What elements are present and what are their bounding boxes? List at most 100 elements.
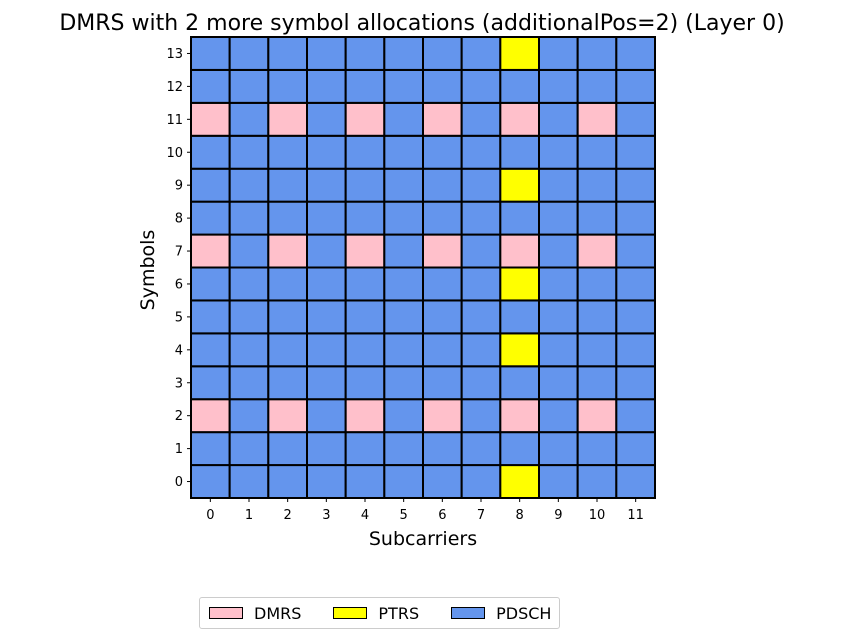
- cell-dmrs-sc4-sym2: [344, 398, 386, 434]
- cell-pdsch-sc3-sym0: [306, 464, 347, 500]
- cell-pdsch-sc2-sym10: [267, 134, 309, 170]
- cell-pdsch-sc6-sym10: [422, 134, 463, 170]
- cell-dmrs-sc10-sym11: [576, 101, 618, 137]
- cell-pdsch-sc4-sym1: [344, 431, 386, 467]
- cell-pdsch-sc7-sym9: [460, 167, 502, 203]
- cell-pdsch-sc9-sym3: [538, 365, 579, 401]
- cell-pdsch-sc7-sym8: [460, 200, 502, 236]
- cell-pdsch-sc6-sym6: [422, 266, 463, 302]
- cell-pdsch-sc1-sym0: [228, 464, 270, 500]
- cell-pdsch-sc0-sym13: [190, 36, 231, 71]
- cell-dmrs-sc2-sym2: [267, 398, 309, 434]
- cell-dmrs-sc8-sym2: [499, 398, 541, 434]
- cell-pdsch-sc3-sym5: [306, 299, 347, 335]
- x-tick-label-0: 0: [206, 508, 214, 523]
- cell-dmrs-sc2-sym11: [267, 101, 309, 137]
- cell-pdsch-sc11-sym10: [615, 134, 656, 170]
- cell-pdsch-sc10-sym1: [576, 431, 618, 467]
- x-tick-label-4: 4: [361, 508, 369, 523]
- cell-pdsch-sc9-sym7: [538, 233, 579, 269]
- y-tick-label-9: 9: [175, 179, 183, 194]
- cell-pdsch-sc1-sym2: [228, 398, 270, 434]
- cell-pdsch-sc0-sym4: [190, 332, 231, 368]
- y-tick-label-7: 7: [175, 245, 183, 260]
- cell-pdsch-sc11-sym2: [615, 398, 656, 434]
- legend-label-dmrs: DMRS: [254, 603, 302, 623]
- cell-pdsch-sc0-sym8: [190, 200, 231, 236]
- legend: DMRS PTRS PDSCH: [199, 597, 561, 629]
- cell-pdsch-sc8-sym12: [499, 68, 541, 104]
- cell-dmrs-sc10-sym7: [576, 233, 618, 269]
- cell-pdsch-sc5-sym7: [383, 233, 425, 269]
- cell-pdsch-sc7-sym1: [460, 431, 502, 467]
- cell-pdsch-sc9-sym0: [538, 464, 579, 500]
- legend-item-pdsch: PDSCH: [451, 604, 551, 623]
- cell-pdsch-sc9-sym1: [538, 431, 579, 467]
- cell-pdsch-sc0-sym12: [190, 68, 231, 104]
- cell-pdsch-sc9-sym11: [538, 101, 579, 137]
- cell-pdsch-sc11-sym9: [615, 167, 656, 203]
- cell-pdsch-sc7-sym11: [460, 101, 502, 137]
- cell-pdsch-sc5-sym6: [383, 266, 425, 302]
- cell-pdsch-sc9-sym10: [538, 134, 579, 170]
- cell-pdsch-sc4-sym3: [344, 365, 386, 401]
- cell-pdsch-sc1-sym1: [228, 431, 270, 467]
- cell-pdsch-sc1-sym7: [228, 233, 270, 269]
- cell-pdsch-sc7-sym5: [460, 299, 502, 335]
- cell-pdsch-sc10-sym4: [576, 332, 618, 368]
- cell-dmrs-sc10-sym2: [576, 398, 618, 434]
- cell-pdsch-sc0-sym9: [190, 167, 231, 203]
- cell-dmrs-sc2-sym7: [267, 233, 309, 269]
- cell-pdsch-sc3-sym4: [306, 332, 347, 368]
- cell-pdsch-sc11-sym6: [615, 266, 656, 302]
- cell-pdsch-sc10-sym12: [576, 68, 618, 104]
- cell-pdsch-sc6-sym5: [422, 299, 463, 335]
- cell-pdsch-sc8-sym3: [499, 365, 541, 401]
- cell-pdsch-sc10-sym6: [576, 266, 618, 302]
- cell-pdsch-sc9-sym6: [538, 266, 579, 302]
- y-tick-label-11: 11: [166, 113, 183, 128]
- x-tick-label-11: 11: [627, 508, 644, 523]
- cell-pdsch-sc6-sym1: [422, 431, 463, 467]
- cell-pdsch-sc6-sym9: [422, 167, 463, 203]
- cell-ptrs-sc8-sym6: [499, 266, 541, 302]
- cell-pdsch-sc3-sym3: [306, 365, 347, 401]
- cell-pdsch-sc6-sym12: [422, 68, 463, 104]
- y-tick-label-2: 2: [175, 409, 183, 424]
- cell-pdsch-sc1-sym4: [228, 332, 270, 368]
- cell-dmrs-sc0-sym11: [190, 101, 231, 137]
- cell-pdsch-sc4-sym9: [344, 167, 386, 203]
- cell-pdsch-sc1-sym6: [228, 266, 270, 302]
- cell-pdsch-sc4-sym6: [344, 266, 386, 302]
- y-tick-label-5: 5: [175, 310, 183, 325]
- legend-label-pdsch: PDSCH: [496, 603, 552, 623]
- cell-pdsch-sc2-sym3: [267, 365, 309, 401]
- y-tick-label-12: 12: [166, 80, 183, 95]
- x-tick-label-7: 7: [477, 508, 485, 523]
- cell-pdsch-sc5-sym4: [383, 332, 425, 368]
- cell-pdsch-sc5-sym9: [383, 167, 425, 203]
- legend-label-ptrs: PTRS: [378, 603, 420, 623]
- y-tick-label-13: 13: [166, 47, 183, 62]
- grid-cells: [190, 36, 656, 500]
- cell-pdsch-sc5-sym13: [383, 36, 425, 71]
- cell-ptrs-sc8-sym13: [499, 36, 541, 71]
- cell-pdsch-sc7-sym0: [460, 464, 502, 500]
- cell-dmrs-sc6-sym11: [422, 101, 463, 137]
- cell-dmrs-sc0-sym2: [190, 398, 231, 434]
- cell-pdsch-sc2-sym5: [267, 299, 309, 335]
- cell-pdsch-sc9-sym9: [538, 167, 579, 203]
- x-tick-label-3: 3: [322, 508, 330, 523]
- cell-pdsch-sc4-sym10: [344, 134, 386, 170]
- cell-pdsch-sc5-sym0: [383, 464, 425, 500]
- legend-item-ptrs: PTRS: [333, 604, 419, 623]
- cell-dmrs-sc8-sym7: [499, 233, 541, 269]
- x-axis-ticks: 0 1 2 3 4 5 6 7 8 9 10 11: [206, 498, 644, 523]
- cell-pdsch-sc3-sym2: [306, 398, 347, 434]
- cell-pdsch-sc3-sym6: [306, 266, 347, 302]
- cell-pdsch-sc5-sym8: [383, 200, 425, 236]
- y-tick-label-1: 1: [175, 442, 183, 457]
- cell-pdsch-sc7-sym6: [460, 266, 502, 302]
- x-tick-label-6: 6: [438, 508, 446, 523]
